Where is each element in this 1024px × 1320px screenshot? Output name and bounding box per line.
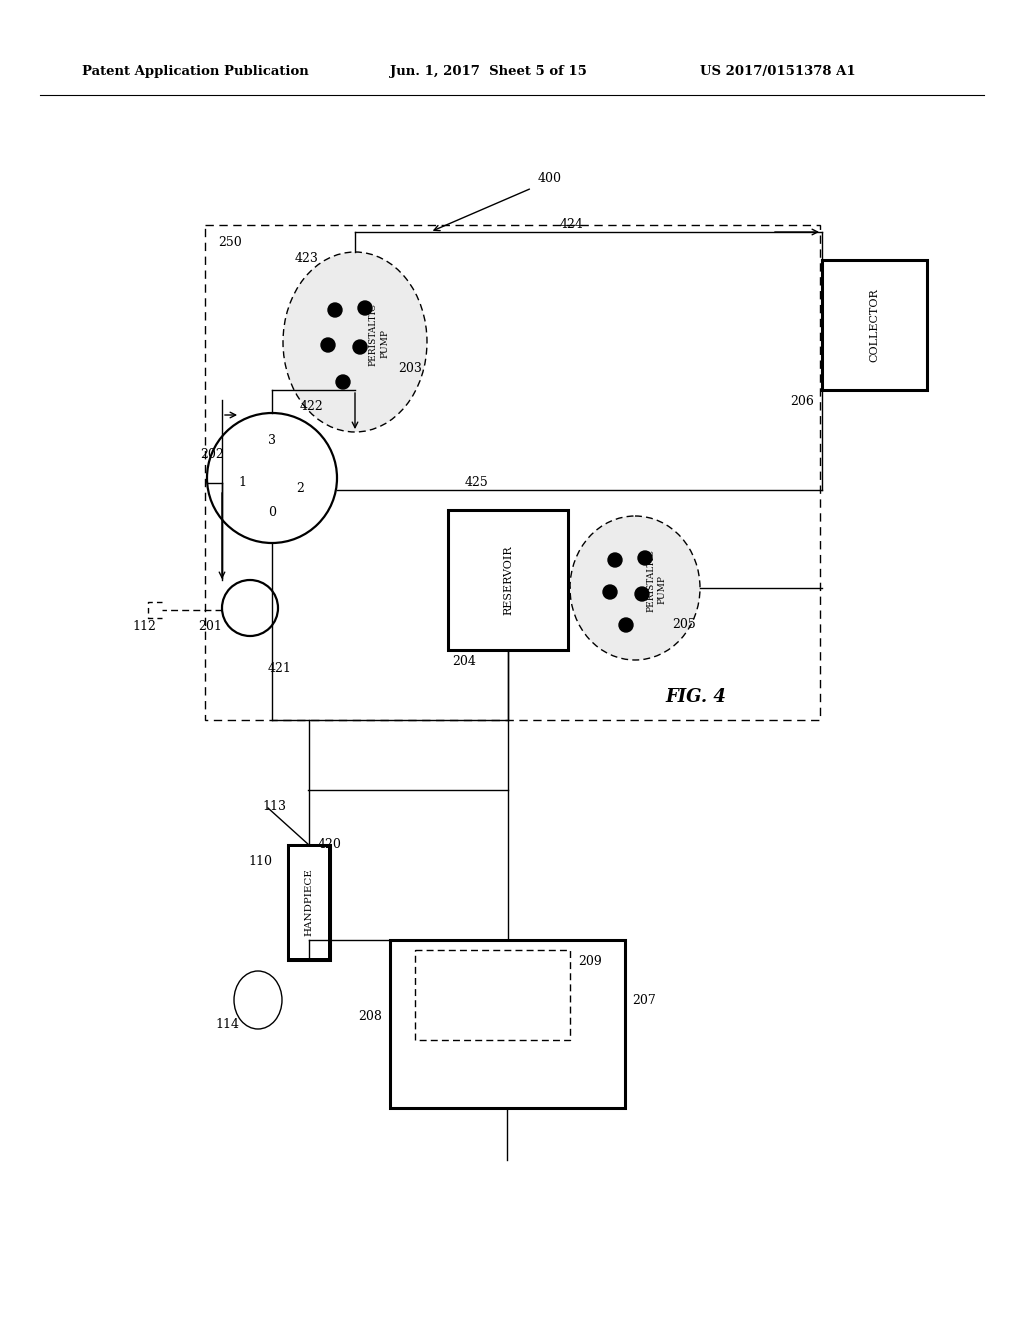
Circle shape (222, 579, 278, 636)
Circle shape (207, 413, 337, 543)
Text: 206: 206 (790, 395, 814, 408)
Text: 201: 201 (198, 620, 222, 634)
Text: PUMP: PUMP (381, 330, 389, 359)
Text: 205: 205 (672, 618, 695, 631)
Circle shape (618, 618, 633, 632)
Circle shape (358, 301, 372, 315)
Text: HANDPIECE: HANDPIECE (304, 869, 313, 936)
Text: 400: 400 (538, 172, 562, 185)
Bar (449, 510, 568, 649)
Text: 112: 112 (132, 620, 156, 634)
Circle shape (635, 587, 649, 601)
Text: 203: 203 (398, 362, 422, 375)
Text: 420: 420 (318, 838, 342, 851)
Bar (822, 260, 927, 389)
Text: PUMP: PUMP (657, 576, 667, 605)
Text: 114: 114 (215, 1018, 239, 1031)
Text: Jun. 1, 2017  Sheet 5 of 15: Jun. 1, 2017 Sheet 5 of 15 (390, 66, 587, 78)
Circle shape (603, 585, 617, 599)
Text: 250: 250 (218, 236, 242, 249)
Text: 1: 1 (238, 477, 246, 490)
Circle shape (638, 550, 652, 565)
Text: 208: 208 (358, 1010, 382, 1023)
Text: PERISTALTIC: PERISTALTIC (369, 302, 378, 366)
Ellipse shape (283, 252, 427, 432)
Text: 207: 207 (632, 994, 655, 1006)
Circle shape (336, 375, 350, 389)
Text: 423: 423 (295, 252, 318, 265)
Text: Patent Application Publication: Patent Application Publication (82, 66, 309, 78)
Text: 421: 421 (268, 663, 292, 675)
Circle shape (321, 338, 335, 352)
Text: PERISTALTIC: PERISTALTIC (646, 549, 655, 611)
Text: FIG. 4: FIG. 4 (665, 688, 726, 706)
Bar (415, 950, 570, 1040)
Bar (290, 847, 328, 958)
Text: 422: 422 (300, 400, 324, 413)
Text: 113: 113 (262, 800, 286, 813)
Text: COLLECTOR: COLLECTOR (869, 288, 879, 362)
Text: 425: 425 (465, 477, 488, 488)
Bar (205, 224, 820, 719)
Ellipse shape (234, 972, 282, 1030)
Text: RESERVOIR: RESERVOIR (503, 545, 513, 615)
Circle shape (353, 341, 367, 354)
Text: 110: 110 (248, 855, 272, 869)
Text: US 2017/0151378 A1: US 2017/0151378 A1 (700, 66, 856, 78)
Ellipse shape (570, 516, 700, 660)
Text: 209: 209 (578, 954, 602, 968)
Circle shape (608, 553, 622, 568)
Bar (390, 940, 625, 1107)
Text: 2: 2 (296, 482, 304, 495)
Text: 204: 204 (452, 655, 476, 668)
Text: 202: 202 (200, 447, 224, 461)
Circle shape (328, 304, 342, 317)
Text: 3: 3 (268, 433, 276, 446)
Text: 424: 424 (560, 218, 584, 231)
Text: 0: 0 (268, 507, 276, 520)
Bar (288, 845, 330, 960)
